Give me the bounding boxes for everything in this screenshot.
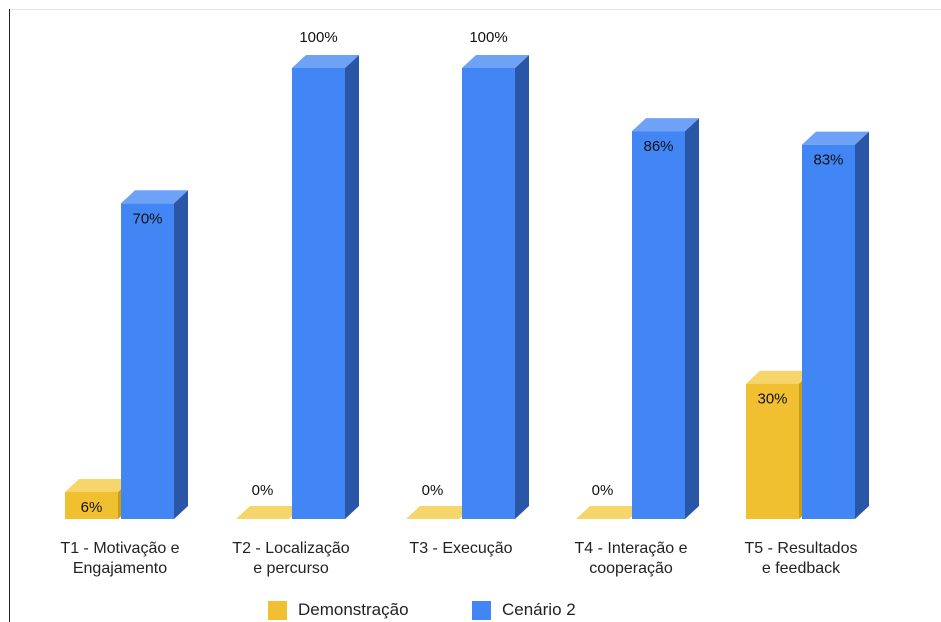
bar-demonstracao-1 (65, 491, 118, 519)
category-label-1: T1 - Motivação e (60, 540, 179, 557)
bar-cenario-2-1 (121, 203, 174, 520)
category-label-4: cooperação (589, 560, 673, 577)
data-label-cenario-2-1: 70% (132, 210, 162, 227)
bar-cenario-2-2 (292, 68, 345, 519)
category-label-1: Engajamento (73, 560, 167, 577)
legend-swatch-demonstracao (268, 601, 287, 620)
data-label-demonstracao-5: 30% (757, 391, 787, 408)
bar-top-cenario-2-4 (632, 118, 699, 132)
plot-top-border (9, 9, 941, 10)
bar-demonstracao-5 (746, 383, 799, 519)
data-label-cenario-2-2: 100% (299, 29, 337, 46)
bar-top-demonstracao-3 (406, 506, 473, 519)
bar-top-demonstracao-1 (65, 478, 132, 492)
bar-side-cenario-2-5 (855, 131, 869, 520)
bar-top-cenario-2-2 (292, 55, 359, 68)
data-label-demonstracao-1: 6% (81, 499, 103, 516)
category-label-2: e percurso (253, 560, 329, 577)
category-label-5: e feedback (762, 560, 841, 577)
bar-side-cenario-2-3 (515, 55, 529, 519)
data-label-demonstracao-4: 0% (592, 482, 614, 499)
data-label-demonstracao-3: 0% (422, 482, 444, 499)
bar-top-cenario-2-1 (121, 190, 188, 204)
bar-cenario-2-4 (632, 131, 685, 519)
bar-top-demonstracao-2 (236, 506, 303, 519)
bar-top-demonstracao-5 (746, 370, 813, 384)
legend-label-demonstracao: Demonstração (298, 600, 409, 619)
data-label-demonstracao-2: 0% (252, 482, 274, 499)
data-label-cenario-2-5: 83% (813, 152, 843, 169)
legend-swatch-cenario-2 (472, 601, 491, 620)
bar-side-cenario-2-1 (174, 190, 188, 520)
category-label-4: T4 - Interação e (575, 540, 688, 557)
category-label-5: T5 - Resultados (745, 540, 858, 557)
bar-cenario-2-3 (462, 68, 515, 519)
legend-label-cenario-2: Cenário 2 (502, 600, 576, 619)
bar-top-cenario-2-3 (462, 55, 529, 68)
bar-side-cenario-2-2 (345, 55, 359, 519)
bar-side-cenario-2-4 (685, 118, 699, 519)
data-label-cenario-2-3: 100% (469, 29, 507, 46)
plot-left-axis-line (9, 9, 10, 622)
category-label-3: T3 - Execução (409, 540, 512, 557)
bar-top-demonstracao-4 (576, 506, 643, 519)
bar-cenario-2-5 (802, 144, 855, 520)
category-label-2: T2 - Localização (232, 540, 349, 557)
data-label-cenario-2-4: 86% (643, 138, 673, 155)
bar-top-cenario-2-5 (802, 131, 869, 145)
